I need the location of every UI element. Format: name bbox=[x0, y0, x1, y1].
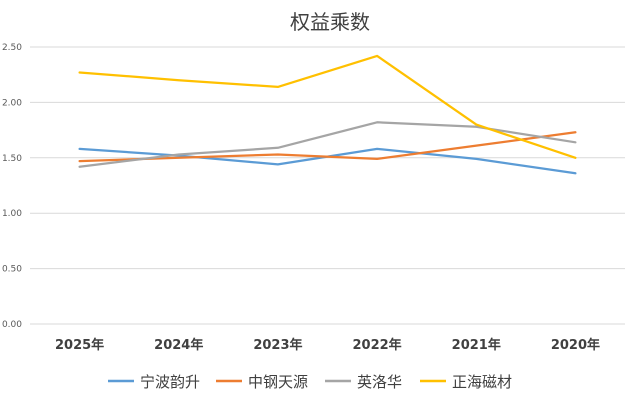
y-tick-label: 1.00 bbox=[2, 209, 22, 219]
legend-label: 英洛华 bbox=[357, 373, 402, 391]
x-tick-label: 2025年 bbox=[55, 337, 104, 353]
gridlines bbox=[30, 46, 625, 325]
y-tick-label: 1.50 bbox=[2, 154, 22, 164]
legend-label: 正海磁材 bbox=[452, 373, 512, 391]
x-tick-label: 2023年 bbox=[253, 337, 302, 353]
y-tick-label: 2.50 bbox=[2, 43, 22, 53]
x-tick-label: 2024年 bbox=[154, 337, 203, 353]
series-lines bbox=[78, 54, 577, 175]
legend-label: 中钢天源 bbox=[248, 373, 308, 391]
x-tick-label: 2022年 bbox=[352, 337, 401, 353]
legend-label: 宁波韵升 bbox=[140, 373, 200, 391]
x-axis-ticks: 2025年 2024年 2023年 2022年 2021年 2020年 bbox=[55, 337, 600, 353]
y-tick-label: 2.00 bbox=[2, 98, 22, 108]
y-tick-label: 0.50 bbox=[2, 265, 22, 275]
series-line-3 bbox=[78, 54, 577, 159]
legend: 宁波韵升 中钢天源 英洛华 正海磁材 bbox=[108, 373, 512, 391]
chart-title: 权益乘数 bbox=[290, 10, 370, 34]
series-line-0 bbox=[78, 147, 577, 175]
series-line-1 bbox=[78, 131, 577, 163]
y-tick-label: 0.00 bbox=[2, 320, 22, 330]
y-axis-ticks: 0.00 0.50 1.00 1.50 2.00 2.50 bbox=[2, 43, 22, 330]
series-line-2 bbox=[78, 121, 577, 168]
x-tick-label: 2021年 bbox=[452, 337, 501, 353]
x-tick-label: 2020年 bbox=[551, 337, 600, 353]
